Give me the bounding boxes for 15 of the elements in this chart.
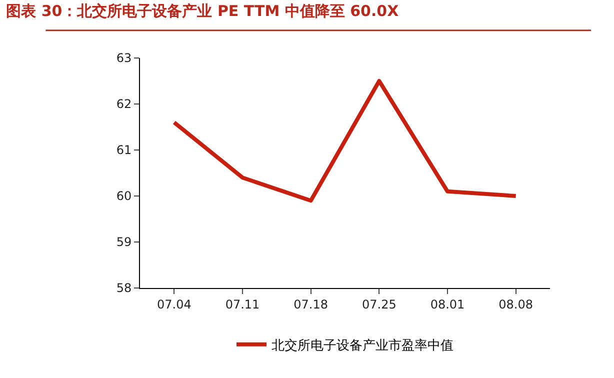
y-tick-label: 61 xyxy=(116,143,132,158)
y-tick-label: 60 xyxy=(116,189,132,204)
x-tick-label: 07.18 xyxy=(294,297,328,312)
x-tick-label: 08.01 xyxy=(430,297,465,312)
x-tick-label: 07.04 xyxy=(156,297,192,312)
line-series xyxy=(172,79,518,203)
x-tick-label: 07.11 xyxy=(225,297,260,312)
x-tick-label: 08.08 xyxy=(498,297,534,312)
y-tick-label: 59 xyxy=(116,235,132,250)
y-tick-label: 58 xyxy=(116,281,132,296)
legend-label: 北交所电子设备产业市盈率中值 xyxy=(272,337,454,354)
x-tick-label: 07.25 xyxy=(362,297,396,312)
y-tick-label: 62 xyxy=(116,97,132,112)
chart-title: 图表 30：北交所电子设备产业 PE TTM 中值降至 60.0X xyxy=(6,2,400,20)
y-tick-label: 63 xyxy=(116,51,132,66)
